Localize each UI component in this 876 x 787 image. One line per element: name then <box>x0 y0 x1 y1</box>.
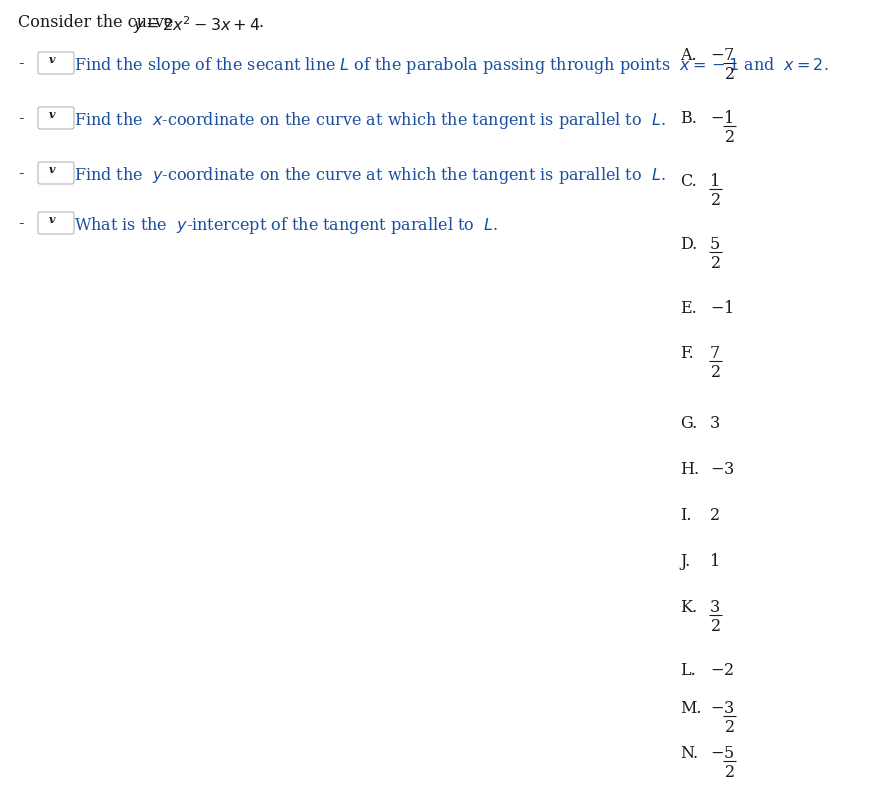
Text: 2: 2 <box>710 507 720 524</box>
Text: $y=2x^2-3x+4$: $y=2x^2-3x+4$ <box>133 14 260 35</box>
Text: v: v <box>49 109 55 120</box>
Text: 2: 2 <box>725 66 735 83</box>
Text: What is the  $y$-intercept of the tangent parallel to  $L$.: What is the $y$-intercept of the tangent… <box>74 215 498 236</box>
Text: Consider the curve: Consider the curve <box>18 14 179 31</box>
Text: −: − <box>710 662 724 679</box>
Text: Find the  $y$-coordinate on the curve at which the tangent is parallel to  $L$.: Find the $y$-coordinate on the curve at … <box>74 165 666 186</box>
Text: G.: G. <box>680 415 697 432</box>
Text: v: v <box>49 214 55 225</box>
Text: 1: 1 <box>710 173 720 190</box>
Text: Find the  $x$-coordinate on the curve at which the tangent is parallel to  $L$.: Find the $x$-coordinate on the curve at … <box>74 110 666 131</box>
Text: v: v <box>49 164 55 175</box>
Text: 5: 5 <box>710 236 720 253</box>
Text: N.: N. <box>680 745 698 762</box>
Text: -: - <box>18 215 24 232</box>
Text: v: v <box>49 54 55 65</box>
Text: 7: 7 <box>710 345 720 362</box>
Text: 3: 3 <box>724 700 734 717</box>
Text: 3: 3 <box>710 415 720 432</box>
Text: 1: 1 <box>724 300 734 317</box>
Text: −: − <box>710 47 724 64</box>
Text: 3: 3 <box>724 461 734 478</box>
Text: 2: 2 <box>711 618 721 635</box>
Text: 1: 1 <box>724 110 734 127</box>
Text: .: . <box>258 14 263 31</box>
Text: −: − <box>710 110 724 127</box>
Text: 2: 2 <box>711 364 721 381</box>
Text: 2: 2 <box>725 764 735 781</box>
Text: M.: M. <box>680 700 702 717</box>
Text: H.: H. <box>680 461 699 478</box>
Text: 7: 7 <box>724 47 734 64</box>
FancyBboxPatch shape <box>38 162 74 184</box>
Text: -: - <box>18 165 24 182</box>
Text: -: - <box>18 110 24 127</box>
Text: −: − <box>710 300 724 317</box>
Text: 1: 1 <box>710 553 720 570</box>
FancyBboxPatch shape <box>38 107 74 129</box>
Text: F.: F. <box>680 345 694 362</box>
Text: A.: A. <box>680 47 696 64</box>
Text: Find the slope of the secant line $L$ of the parabola passing through points  $x: Find the slope of the secant line $L$ of… <box>74 55 829 76</box>
Text: -: - <box>18 55 24 72</box>
Text: J.: J. <box>680 553 690 570</box>
Text: 2: 2 <box>711 192 721 209</box>
Text: K.: K. <box>680 599 697 616</box>
Text: 2: 2 <box>725 719 735 736</box>
FancyBboxPatch shape <box>38 52 74 74</box>
Text: 2: 2 <box>711 255 721 272</box>
Text: 3: 3 <box>710 599 720 616</box>
Text: 2: 2 <box>724 662 734 679</box>
Text: D.: D. <box>680 236 697 253</box>
Text: C.: C. <box>680 173 696 190</box>
FancyBboxPatch shape <box>38 212 74 234</box>
Text: L.: L. <box>680 662 696 679</box>
Text: 2: 2 <box>725 129 735 146</box>
Text: −: − <box>710 461 724 478</box>
Text: 5: 5 <box>724 745 734 762</box>
Text: I.: I. <box>680 507 691 524</box>
Text: E.: E. <box>680 300 696 317</box>
Text: B.: B. <box>680 110 697 127</box>
Text: −: − <box>710 700 724 717</box>
Text: −: − <box>710 745 724 762</box>
